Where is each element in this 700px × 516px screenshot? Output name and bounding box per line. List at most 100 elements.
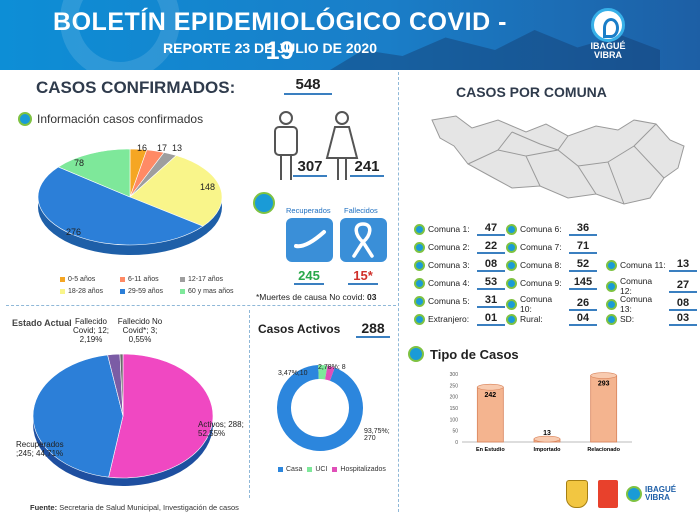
comuna-label: Comuna 9:	[520, 278, 562, 288]
deceased-count: 15*	[348, 268, 378, 285]
location-pin-icon	[414, 295, 425, 307]
tipo-category-label: Relacionado	[587, 447, 620, 453]
deceased-label: Fallecidos	[344, 206, 378, 215]
estado-pie-slice	[119, 353, 124, 417]
comuna-label: Comuna 4:	[428, 278, 470, 288]
comuna-value: 22	[477, 240, 505, 254]
comuna-label: Extranjero:	[428, 314, 470, 324]
pie-slices	[37, 148, 223, 246]
comuna-value: 13	[669, 258, 697, 272]
comuna-item: Comuna 1: 47	[414, 222, 505, 236]
comuna-value: 04	[569, 312, 597, 326]
location-pin-icon	[606, 280, 617, 292]
activos-donut-chart	[277, 365, 363, 451]
y-tick-label: 50	[452, 429, 458, 435]
outcomes-logo	[253, 192, 275, 214]
comuna-value: 52	[569, 258, 597, 272]
recovered-count: 245	[294, 268, 324, 285]
y-tick-label: 200	[450, 395, 459, 401]
comuna-label: Comuna 3:	[428, 260, 470, 270]
recovered-icon	[286, 218, 333, 262]
activos-uci-label: 3,47%;10	[278, 370, 308, 377]
location-pin-icon	[506, 259, 517, 271]
comuna-value: 71	[569, 240, 597, 254]
age-label-1: 17	[157, 143, 168, 153]
divider	[249, 310, 250, 498]
location-pin-icon	[408, 346, 424, 362]
estado-pie-chart	[32, 353, 214, 486]
comuna-label: SD:	[620, 314, 635, 324]
age-label-4: 276	[66, 227, 82, 237]
activos-casa-label: 93,75%; 270	[364, 428, 390, 442]
location-pin-icon	[506, 298, 517, 310]
female-count: 241	[350, 158, 384, 177]
y-tick-label: 300	[450, 372, 459, 378]
tipo-bar-top	[477, 383, 504, 391]
comuna-label: Comuna 2:	[428, 242, 470, 252]
tipo-bar-chart: 300 250 200 150 100 50 0 242 En Estudio 13 Importa…	[450, 372, 632, 453]
age-pie-slice	[37, 166, 204, 246]
confirmed-title: CASOS CONFIRMADOS:	[36, 78, 236, 97]
location-pin-icon	[606, 298, 617, 310]
activos-hosp-label: 2,78%; 8	[318, 364, 346, 371]
comuna-value: 26	[569, 297, 597, 311]
comuna-value: 01	[477, 312, 505, 326]
estado-activos-label: Activos; 288; 52,55%	[198, 420, 244, 438]
activos-title: Casos Activos	[258, 322, 341, 336]
y-tick-label: 150	[450, 406, 459, 412]
coat-of-arms-icon	[566, 480, 588, 508]
location-pin-icon	[606, 313, 617, 325]
comuna-item: Comuna 2: 22	[414, 240, 505, 254]
comuna-value: 27	[669, 279, 697, 293]
comuna-item: Extranjero: 01	[414, 312, 505, 326]
comuna-value: 03	[669, 312, 697, 326]
comuna-label: Comuna 10:	[520, 294, 553, 314]
comuna-label: Comuna 8:	[520, 260, 562, 270]
footer-source: Fuente: Secretaria de Salud Municipal, I…	[30, 503, 239, 512]
location-pin-icon	[414, 259, 425, 271]
tipo-category-label: Importado	[534, 447, 562, 453]
comuna-item: SD: 03	[606, 312, 697, 326]
comuna-item: Comuna 7: 71	[506, 240, 597, 254]
location-pin-icon	[414, 277, 425, 289]
page-title: BOLETÍN EPIDEMIOLÓGICO COVID - 19	[53, 8, 507, 65]
age-pie-slice	[129, 155, 223, 227]
comuna-item: Comuna 3: 08	[414, 258, 505, 272]
tipo-bar	[590, 375, 618, 443]
comuna-item: Comuna 10: 26	[506, 294, 597, 314]
activos-total: 288	[356, 320, 390, 338]
donut-slice	[277, 365, 363, 451]
age-pie-slice	[57, 148, 131, 198]
comuna-label: Comuna 12:	[620, 276, 653, 296]
comuna-value: 47	[477, 222, 505, 236]
tipo-value-label: 293	[598, 381, 610, 388]
comuna-label: Comuna 1:	[428, 224, 470, 234]
info-heading: Información casos confirmados	[18, 112, 203, 126]
y-tick-label: 250	[450, 383, 459, 389]
y-tick-label: 0	[455, 440, 458, 446]
divider	[6, 305, 396, 306]
donut-slices	[277, 365, 363, 451]
estado-fallecido-no-covid: Fallecido No Covid*; 3; 0,55%	[117, 317, 163, 344]
location-pin-icon	[253, 192, 275, 214]
location-pin-icon	[414, 241, 425, 253]
comuna-value: 08	[477, 258, 505, 272]
comuna-item: Comuna 12: 27	[606, 276, 697, 296]
tipo-value-label: 13	[543, 430, 551, 437]
donut-slice	[324, 365, 335, 381]
confirmed-total: 548	[284, 76, 332, 95]
comuna-label: Comuna 6:	[520, 224, 562, 234]
comuna-value: 36	[569, 222, 597, 236]
comuna-value: 145	[569, 276, 597, 290]
comuna-item: Comuna 6: 36	[506, 222, 597, 236]
pie-slices	[32, 353, 214, 486]
estado-title: Estado Actual	[12, 318, 72, 328]
tipo-value-label: 242	[484, 392, 496, 399]
estado-recuperados-label: Recuperados ;245; 44,71%	[16, 440, 64, 458]
divider	[398, 72, 399, 512]
age-legend: 0-5 años 6-11 años 12-17 años 18-28 años…	[60, 276, 240, 295]
header-banner	[0, 0, 700, 70]
location-pin-icon	[414, 223, 425, 235]
comuna-item: Comuna 11: 13	[606, 258, 697, 272]
comuna-item: Comuna 4: 53	[414, 276, 505, 290]
